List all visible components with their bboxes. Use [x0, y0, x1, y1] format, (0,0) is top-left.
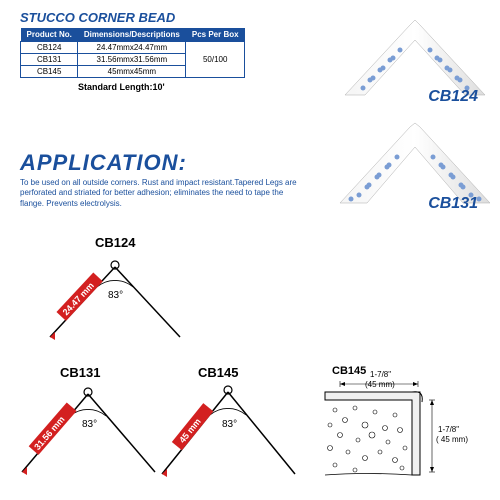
tech-width-mm: (45 mm): [365, 380, 395, 389]
dim-cb124: 24.47 mm: [61, 280, 96, 317]
cell: CB124: [21, 42, 78, 54]
diagram-cb145: 45 mm: [150, 382, 305, 482]
spec-table: Product No. Dimensions/Descriptions Pcs …: [20, 28, 245, 78]
angle-cb131: 83°: [82, 419, 97, 430]
application-text: To be used on all outside corners. Rust …: [20, 178, 300, 209]
diagram-label-cb131: CB131: [60, 365, 100, 380]
th-product: Product No.: [21, 28, 78, 42]
cell: 31.56mmx31.56mm: [78, 54, 186, 66]
th-pcs: Pcs Per Box: [186, 28, 245, 42]
th-dimensions: Dimensions/Descriptions: [78, 28, 186, 42]
diagram-cb131: 31.56 mm: [10, 382, 165, 482]
standard-length: Standard Length:10': [78, 82, 165, 92]
tech-label-cb145: CB145: [332, 365, 366, 377]
angle-cb145: 83°: [222, 419, 237, 430]
application-heading: APPLICATION:: [20, 150, 187, 176]
tech-height-mm: ( 45 mm): [436, 435, 468, 444]
tech-width: 1-7/8": [370, 370, 391, 379]
product-title: STUCCO CORNER BEAD: [20, 10, 175, 25]
photo-label-cb131: CB131: [428, 195, 478, 213]
cell: CB145: [21, 66, 78, 78]
diagram-label-cb145: CB145: [198, 365, 238, 380]
cell: 50/100: [186, 42, 245, 78]
diagram-label-cb124: CB124: [95, 235, 135, 250]
cell: 24.47mmx24.47mm: [78, 42, 186, 54]
table-header-row: Product No. Dimensions/Descriptions Pcs …: [21, 28, 245, 42]
cell: 45mmx45mm: [78, 66, 186, 78]
tech-height: 1-7/8": [438, 425, 459, 434]
photo-label-cb124: CB124: [428, 88, 478, 106]
table-row: CB124 24.47mmx24.47mm 50/100: [21, 42, 245, 54]
angle-cb124: 83°: [108, 290, 123, 301]
cell: CB131: [21, 54, 78, 66]
dim-cb131: 31.56 mm: [32, 414, 66, 452]
